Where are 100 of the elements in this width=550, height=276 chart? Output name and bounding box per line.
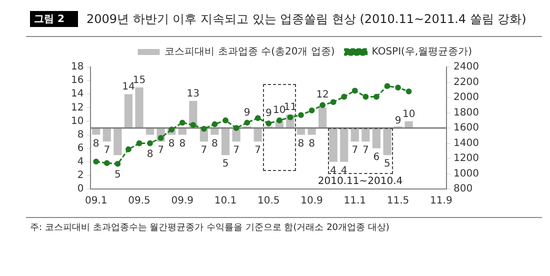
point xyxy=(298,112,304,118)
data-label: 9 xyxy=(244,107,250,118)
data-label: 9 xyxy=(265,108,272,120)
point xyxy=(93,158,100,164)
data-label: 8 xyxy=(179,138,186,150)
data-label: 9 xyxy=(394,116,402,127)
data-label: 6 xyxy=(373,152,380,163)
y-tick-label: 2 xyxy=(77,170,84,182)
x-tick-label: 10.5 xyxy=(258,196,280,207)
bar xyxy=(124,94,133,128)
legend-label: 코스피대비 초과업종 수(총20개 업종) xyxy=(164,46,335,58)
data-label: 8 xyxy=(146,148,154,160)
data-label: 14 xyxy=(122,82,135,93)
x-tick-label: 09.9 xyxy=(171,196,194,207)
point xyxy=(254,115,261,122)
bar xyxy=(340,128,348,162)
y2-tick-label: 1000 xyxy=(454,168,480,180)
bar xyxy=(135,87,144,128)
point xyxy=(244,120,250,126)
point xyxy=(320,102,326,108)
point xyxy=(200,126,207,132)
x-tick-label: 10.9 xyxy=(300,196,323,207)
data-label: 13 xyxy=(186,88,200,100)
data-label: 7 xyxy=(233,145,240,156)
point xyxy=(168,126,175,132)
bar xyxy=(350,128,359,142)
y-tick-label: 6 xyxy=(77,142,84,154)
chart-title: 2009년 하반기 이후 지속되고 있는 업종쏠림 현상 (2010.11~2011.4 쏠림 강화) xyxy=(86,10,526,28)
bar xyxy=(318,108,327,128)
point xyxy=(147,140,153,146)
point xyxy=(352,88,358,94)
point xyxy=(126,146,132,152)
point xyxy=(114,160,121,167)
y2-tick-label: 1800 xyxy=(454,107,480,118)
data-label: 12 xyxy=(316,90,329,101)
bar xyxy=(254,128,262,142)
data-label: 7 xyxy=(362,145,369,156)
y2-tick-label: 2200 xyxy=(454,76,480,88)
x-tick-label: 09.1 xyxy=(84,196,108,207)
data-label: 7 xyxy=(254,145,262,156)
data-label: 7 xyxy=(158,145,164,156)
point xyxy=(287,114,294,120)
point xyxy=(362,94,369,100)
data-label: 7 xyxy=(104,145,110,156)
x-tick-label: 09.5 xyxy=(128,196,150,207)
bar xyxy=(404,121,413,128)
point xyxy=(308,108,315,114)
y-tick-label: 14 xyxy=(70,88,84,100)
x-tick-label: 10.1 xyxy=(214,196,237,207)
data-label: 8 xyxy=(298,138,304,150)
data-label: 5 xyxy=(384,158,390,170)
y2-tick-label: 1400 xyxy=(454,138,480,149)
data-label: 11 xyxy=(284,102,297,114)
point xyxy=(406,88,412,94)
data-label: 4 xyxy=(330,165,337,176)
data-label: 8 xyxy=(212,138,218,150)
y-tick-label: 8 xyxy=(77,129,84,140)
y-tick-label: 0 xyxy=(77,184,84,195)
data-label: 10 xyxy=(402,108,416,120)
data-label: 7 xyxy=(200,145,208,156)
data-label: 5 xyxy=(114,169,121,180)
point xyxy=(136,140,142,146)
bar xyxy=(362,128,370,142)
y2-tick-label: 800 xyxy=(454,184,473,195)
point xyxy=(104,160,110,166)
bar xyxy=(102,128,111,142)
y2-tick-label: 1200 xyxy=(454,153,480,164)
bar xyxy=(329,128,338,162)
y-tick-label: 18 xyxy=(70,62,84,73)
y-tick-label: 16 xyxy=(70,75,84,86)
data-label: 15 xyxy=(132,74,146,86)
point xyxy=(179,120,186,126)
point xyxy=(330,99,336,106)
x-tick-label: 11.1 xyxy=(344,196,366,207)
data-label: 7 xyxy=(352,145,358,156)
bar xyxy=(221,128,230,156)
annotation: 2010.11~2010.4 xyxy=(318,176,403,188)
data-label: 4 xyxy=(340,165,348,176)
point xyxy=(374,94,380,100)
data-label: 8 xyxy=(92,138,100,150)
y2-tick-label: 1600 xyxy=(454,122,480,134)
point xyxy=(222,117,228,124)
x-tick-label: 11.5 xyxy=(386,196,410,207)
data-label: 8 xyxy=(168,138,175,150)
y-tick-label: 12 xyxy=(70,102,84,114)
bar xyxy=(383,128,392,156)
caption: 그림 2 xyxy=(30,11,78,27)
data-label: 5 xyxy=(222,158,229,170)
x-tick-label: 11.9 xyxy=(430,196,452,207)
point xyxy=(190,122,196,128)
bar xyxy=(372,128,381,148)
legend-label: KOSPI(우,월평균종가) xyxy=(372,46,472,58)
point xyxy=(276,117,282,124)
data-label: 8 xyxy=(308,138,315,150)
y2-tick-label: 2000 xyxy=(454,92,480,104)
y-tick-label: 4 xyxy=(77,156,84,168)
point xyxy=(233,125,240,131)
point xyxy=(212,121,218,128)
bar xyxy=(114,128,122,156)
text: 주: 코스피대비 초과업종수는 월간평균종가 수익률을 기준으로 함(거래소 20개업종 대상) xyxy=(30,222,390,234)
